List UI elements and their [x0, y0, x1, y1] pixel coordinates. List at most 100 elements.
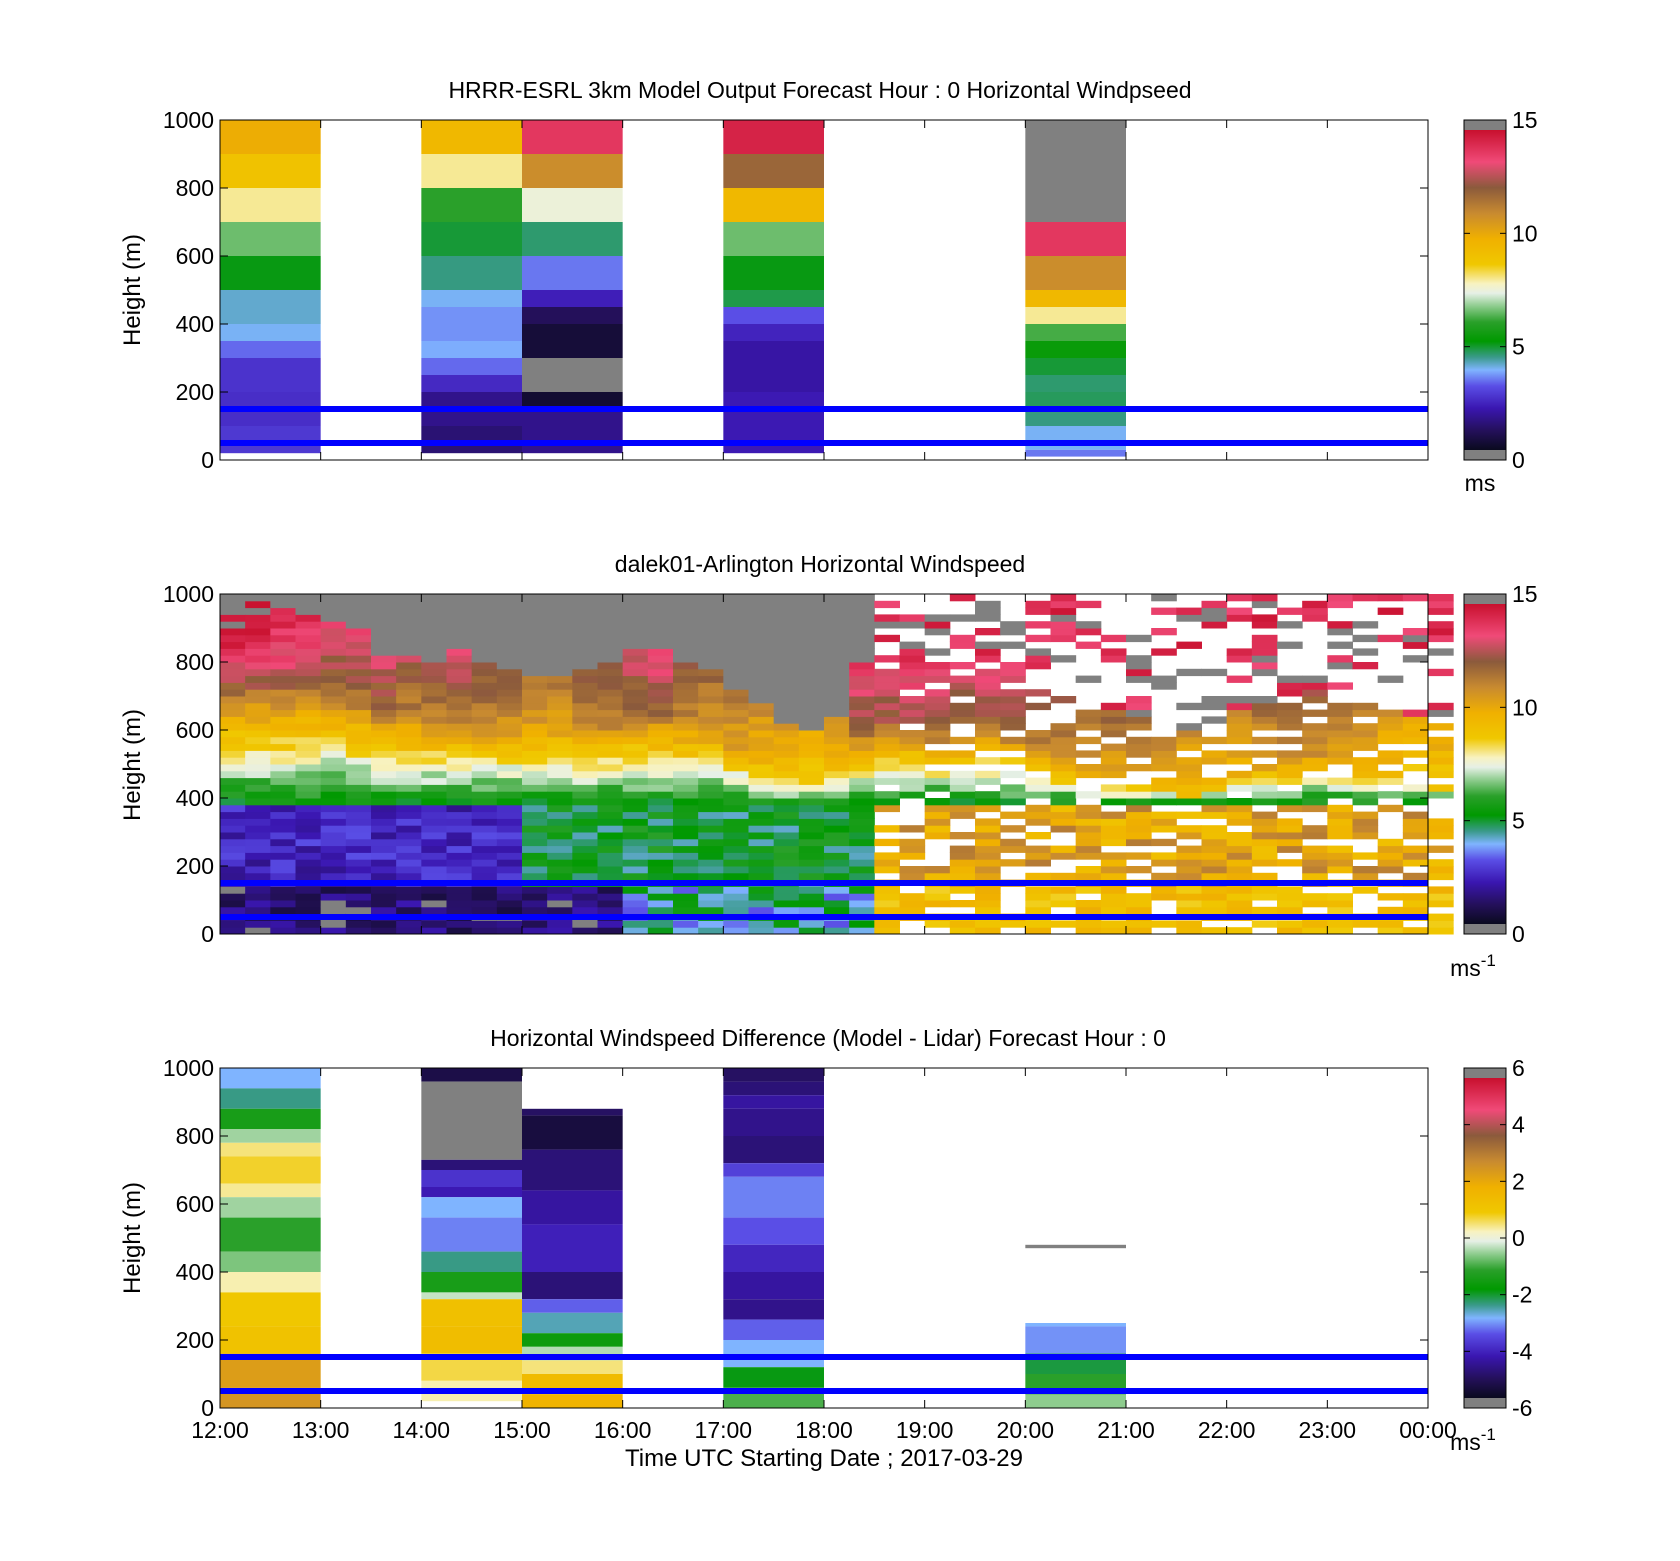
- heatmap-cell: [949, 872, 976, 881]
- heatmap-cell: [924, 736, 951, 745]
- heatmap-cell: [899, 872, 926, 881]
- heatmap-cell: [446, 791, 473, 799]
- heatmap-cell: [1226, 716, 1253, 724]
- heatmap-cell: [245, 866, 271, 874]
- heatmap-cell: [798, 736, 825, 745]
- heatmap-cell: [522, 886, 548, 894]
- heatmap-cell: [522, 594, 548, 602]
- heatmap-cell: [1327, 811, 1353, 819]
- heatmap-cell: [345, 662, 372, 670]
- heatmap-cell: [673, 682, 699, 690]
- heatmap-cell: [245, 872, 271, 881]
- heatmap-cell: [572, 655, 598, 663]
- colorbar-gradient: [1464, 604, 1506, 924]
- heatmap-cell: [647, 900, 674, 908]
- heatmap-cell: [748, 838, 775, 847]
- heatmap-cell: [1075, 927, 1102, 935]
- heatmap-cell: [899, 682, 926, 690]
- heatmap-cell: [647, 634, 674, 643]
- heatmap-cell: [874, 886, 900, 894]
- heatmap-cell: [1327, 736, 1353, 745]
- panel-lidar-title: dalek01-Arlington Horizontal Windspeed: [615, 551, 1025, 577]
- heatmap-cell: [1201, 791, 1228, 799]
- heatmap-cell: [698, 859, 724, 867]
- heatmap-cell: [673, 838, 699, 847]
- heatmap-cell: [522, 222, 623, 256]
- heatmap-cell: [522, 648, 548, 656]
- heatmap-cell: [748, 743, 775, 751]
- heatmap-cell: [496, 859, 523, 867]
- heatmap-cell: [320, 675, 347, 683]
- heatmap-cell: [522, 1108, 623, 1116]
- heatmap-cell: [1126, 900, 1152, 908]
- heatmap-cell: [824, 798, 850, 806]
- heatmap-cell: [1025, 358, 1126, 375]
- heatmap-cell: [698, 811, 724, 819]
- heatmap-cell: [295, 641, 322, 649]
- heatmap-cell: [1000, 716, 1026, 724]
- heatmap-cell: [924, 716, 951, 724]
- heatmap-cell: [1226, 750, 1253, 758]
- heatmap-cell: [270, 777, 296, 785]
- heatmap-cell: [1402, 784, 1429, 792]
- heatmap-cell: [1050, 845, 1077, 853]
- heatmap-cell: [1251, 600, 1278, 609]
- heatmap-cell: [421, 893, 447, 901]
- heatmap-cell: [522, 709, 548, 717]
- panel-lidar: dalek01-Arlington Horizontal Windspeed H…: [119, 551, 1538, 981]
- heatmap-cell: [773, 696, 800, 704]
- heatmap-cell: [522, 120, 623, 154]
- heatmap-cell: [1226, 736, 1253, 745]
- heatmap-cell: [1251, 621, 1278, 629]
- heatmap-cell: [975, 743, 1001, 751]
- heatmap-cell: [220, 600, 246, 609]
- heatmap-cell: [446, 777, 473, 785]
- heatmap-cell: [1377, 634, 1404, 643]
- heatmap-cell: [673, 791, 699, 799]
- heatmap-cell: [673, 825, 699, 833]
- heatmap-cell: [547, 798, 573, 806]
- heatmap-cell: [471, 702, 498, 711]
- heatmap-cell: [899, 716, 926, 724]
- heatmap-cell: [270, 927, 296, 935]
- heatmap-cell: [371, 662, 397, 670]
- heatmap-cell: [849, 648, 875, 656]
- heatmap-cell: [849, 594, 875, 602]
- heatmap-cell: [522, 906, 548, 915]
- heatmap-cell: [723, 900, 749, 908]
- heatmap-cell: [1000, 859, 1026, 867]
- heatmap-cell: [446, 668, 473, 677]
- heatmap-cell: [522, 893, 548, 901]
- heatmap-cell: [421, 600, 447, 609]
- heatmap-cell: [773, 906, 800, 915]
- heatmap-cell: [1226, 696, 1253, 704]
- heatmap-cell: [1251, 750, 1278, 758]
- heatmap-cell: [371, 655, 397, 663]
- heatmap-cell: [899, 648, 926, 656]
- heatmap-cell: [1226, 900, 1253, 908]
- heatmap-cell: [924, 689, 951, 697]
- heatmap-cell: [673, 600, 699, 609]
- y-tick-label: 1000: [163, 581, 214, 607]
- heatmap-cell: [1050, 872, 1077, 881]
- heatmap-cell: [1176, 900, 1202, 908]
- heatmap-cell: [647, 764, 674, 772]
- heatmap-cell: [446, 634, 473, 643]
- heatmap-cell: [798, 906, 825, 915]
- heatmap-cell: [673, 872, 699, 881]
- heatmap-cell: [446, 655, 473, 663]
- heatmap-cell: [874, 634, 900, 643]
- heatmap-cell: [1352, 777, 1379, 785]
- heatmap-cell: [975, 607, 1001, 615]
- heatmap-cell: [421, 375, 522, 392]
- heatmap-cell: [1126, 832, 1152, 840]
- y-tick-label: 400: [176, 785, 214, 811]
- heatmap-cell: [471, 770, 498, 779]
- heatmap-cell: [295, 866, 322, 874]
- heatmap-cell: [1176, 668, 1202, 677]
- heatmap-cell: [1025, 750, 1051, 758]
- heatmap-cell: [622, 750, 649, 758]
- heatmap-cell: [522, 702, 548, 711]
- heatmap-cell: [698, 777, 724, 785]
